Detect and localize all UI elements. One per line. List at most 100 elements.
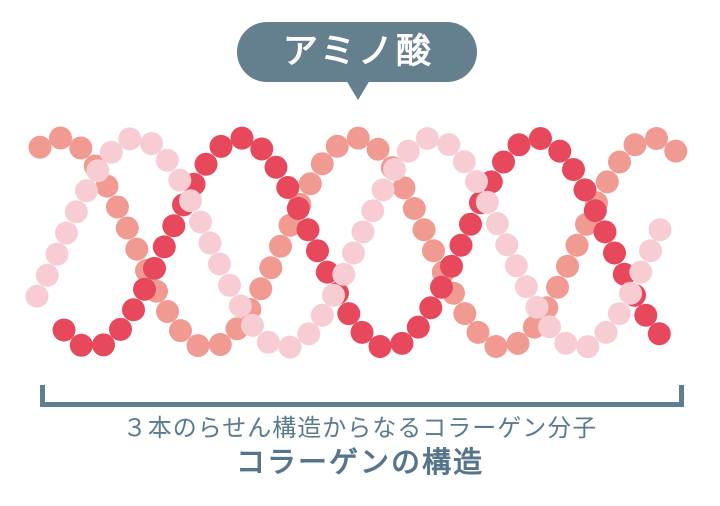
amino-acid-dot [506,331,530,355]
amino-acid-dot [241,313,264,337]
amino-acid-dot [264,155,288,179]
amino-acid-dot [459,212,482,236]
amino-acid-dot [562,158,585,181]
amino-acid-dot [169,319,192,343]
amino-acid-dot [179,189,202,213]
amino-acid-dot [297,322,321,346]
amino-acid-dot [484,335,508,358]
amino-acid-dot [155,148,179,172]
amino-acid-dot [430,275,453,299]
amino-acid-dot [156,300,179,323]
amino-acid-dot [109,317,132,341]
amino-acid-dot [368,335,392,358]
amino-acid-dot [412,218,436,242]
amino-acid-dot [538,315,561,339]
amino-acid-dot [310,303,334,327]
amino-acid-dot [629,260,653,284]
amino-acid-dot [69,333,93,357]
bracket-left-tick [40,385,45,407]
amino-acid-dot [383,158,406,181]
amino-acid-dot [504,254,528,278]
amino-acid-dot [664,139,688,163]
amino-acid-dot [619,281,642,305]
amino-acid-dot [55,221,78,245]
caption-subtitle: ３本のらせん構造からなるコラーゲン分子 [122,414,598,442]
amino-acid-dot [529,127,552,150]
amino-acid-dot [208,252,231,276]
amino-acid-dot [594,320,618,344]
amino-acid-dot [546,275,569,299]
amino-acid-dot [371,178,395,202]
amino-acid-dot [576,335,600,359]
amino-acid-dot [437,133,461,157]
amino-acid-dot [259,256,283,280]
amino-acid-dot [452,150,476,174]
amino-acid-dot [189,210,212,234]
amino-acid-dot [269,234,292,258]
amino-acid-dot [554,331,578,355]
amino-acid-dot [548,139,572,163]
amino-acid-dot [106,195,129,219]
amino-acid-dot [351,220,375,244]
amino-acid-dot [125,237,149,261]
amino-acid-dot [152,235,176,259]
amino-acid-dot [366,137,390,161]
callout-tail-pointer [346,80,370,100]
amino-acid-dot [250,137,274,161]
amino-acid-dot [198,231,222,255]
amino-acid-dot [556,254,579,278]
amino-acid-dot [296,218,320,242]
amino-acid-dot [278,335,302,359]
amino-acid-dot [453,302,477,326]
amino-acid-dot [396,139,420,163]
amino-acid-dot [392,176,416,200]
amino-acid-dot [75,179,98,203]
amino-acid-dot [162,214,186,238]
amino-acid-dot [419,296,443,320]
amino-acid-dot [337,302,361,326]
amino-acid-dot [495,233,519,257]
amino-acid-dot [256,330,280,354]
amino-acid-dot [35,263,59,287]
amino-acid-dot [466,320,490,344]
amino-acid-dot [390,331,414,355]
amino-acid-dot [140,132,163,156]
amino-acid-dot [25,284,49,308]
amino-acid-dot [186,334,210,358]
amino-acid-dot [286,197,310,220]
amino-acid-dot [595,170,619,194]
amino-acid-dot [194,152,218,176]
amino-acid-dot [415,127,439,150]
amino-acid-dot [639,239,662,263]
amino-acid-dot [402,197,426,220]
amino-acid-dot [342,241,365,265]
amino-acid-dot [583,199,607,223]
amino-acid-dot [346,126,370,150]
amino-acid-callout-bubble: アミノ酸 [237,22,477,82]
bracket-right-tick [679,385,684,407]
amino-acid-dot [647,322,671,346]
amino-acid-dot [325,134,349,158]
amino-acid-dot [209,134,233,158]
amino-acid-dot [406,315,430,339]
amino-acid-dot [249,277,273,301]
amino-acid-dot [230,126,254,150]
bracket-bar [40,402,684,407]
amino-acid-dot [603,241,626,265]
amino-acid-dot [332,262,356,286]
amino-acid-dot [298,172,322,196]
amino-acid-dot [593,220,617,244]
amino-acid-dot [361,199,385,223]
amino-acid-dot [492,150,515,174]
amino-acid-dot [168,168,192,192]
amino-acid-dot [422,239,445,263]
amino-acid-dot [52,318,76,342]
light-pink-strand [25,127,672,359]
amino-acid-dot [310,152,334,176]
amino-acid-dot [218,273,241,297]
amino-acid-dot [143,256,166,280]
amino-acid-dot [485,212,509,236]
amino-acid-dot [514,275,538,299]
amino-acid-dot [608,150,631,174]
